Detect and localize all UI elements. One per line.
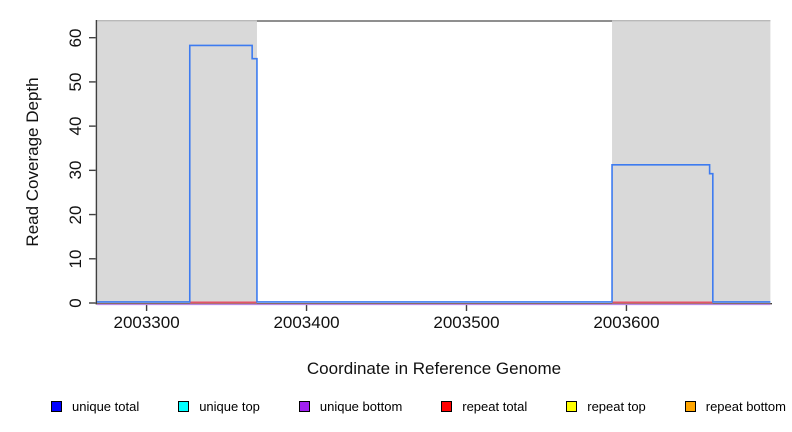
legend-label: repeat top — [587, 399, 646, 414]
legend-label: unique top — [199, 399, 260, 414]
legend-item-repeat-total: repeat total — [441, 399, 527, 414]
y-tick-label: 10 — [66, 249, 85, 269]
legend-label: unique bottom — [319, 399, 403, 414]
shaded-region — [97, 20, 257, 303]
legend-item-repeat-top: repeat top — [566, 399, 646, 414]
y-tick-label: 50 — [66, 72, 85, 92]
legend-item-unique-bottom: unique bottom — [298, 399, 403, 414]
legend-swatch-icon — [178, 401, 190, 412]
legend-label: repeat total — [462, 399, 528, 414]
y-tick-label: 40 — [66, 116, 85, 136]
coverage-line-unique-total — [97, 44, 771, 303]
legend-label: repeat bottom — [705, 399, 786, 414]
x-tick-label: 2003400 — [273, 313, 340, 332]
y-axis-title: Read Coverage Depth — [23, 77, 42, 247]
y-tick-label: 20 — [66, 205, 85, 225]
y-tick-label: 60 — [66, 28, 85, 48]
legend: unique total unique top unique bottom repea… — [51, 399, 786, 414]
y-tick-label: 0 — [66, 298, 85, 308]
shaded-region — [612, 20, 771, 303]
x-tick-label: 2003500 — [433, 313, 500, 332]
legend-swatch-icon — [51, 401, 62, 412]
legend-label: unique total — [72, 399, 140, 414]
legend-item-unique-top: unique top — [178, 399, 260, 414]
x-tick-label: 2003600 — [593, 313, 660, 332]
legend-swatch-icon — [441, 401, 453, 412]
legend-item-unique-total: unique total — [51, 399, 139, 414]
x-tick-label: 2003300 — [113, 313, 180, 332]
legend-swatch-icon — [298, 401, 310, 412]
legend-swatch-icon — [566, 401, 578, 412]
x-axis-title: Coordinate in Reference Genome — [306, 359, 562, 378]
legend-swatch-icon — [684, 401, 696, 412]
legend-item-repeat-bottom: repeat bottom — [684, 399, 786, 414]
y-tick-label: 30 — [66, 160, 85, 180]
